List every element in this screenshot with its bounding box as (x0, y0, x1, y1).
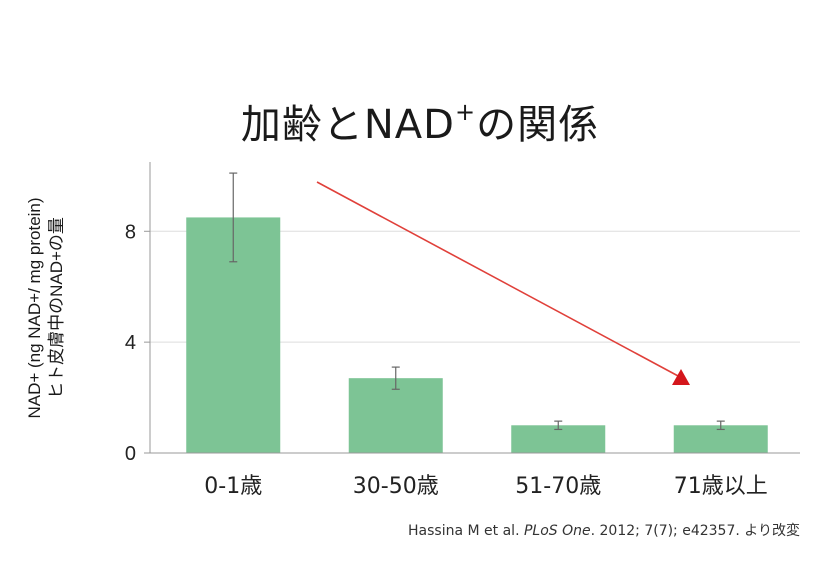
chart-title-main: 加齢とNAD (240, 102, 455, 148)
chart-title-superscript: + (454, 98, 477, 126)
bar-2 (348, 378, 443, 453)
source-caption: Hassina M et al. PLoS One. 2012; 7(7); e… (408, 520, 800, 540)
y-tick-label-4: 4 (125, 332, 136, 354)
x-tick-label-1: 0-1歳 (204, 474, 262, 499)
caption-authors: Hassina M et al. (408, 523, 524, 539)
x-tick-label-4: 71歳以上 (674, 474, 768, 499)
trend-arrow-layer (316, 181, 690, 385)
y-axis-label-line1: NAD+ (ng NAD+/ mg protein) (25, 197, 44, 418)
caption-rest: . 2012; 7(7); e42357. より改変 (590, 523, 800, 539)
axes-layer: 0 4 8 0-1歳 30-50歳 51-70歳 71歳以上 (125, 162, 800, 499)
trend-arrow-head (672, 369, 690, 385)
y-axis-label-group: NAD+ (ng NAD+/ mg protein) ヒト皮膚中のNAD+の量 (25, 197, 66, 418)
y-tick-label-0: 0 (125, 443, 136, 465)
x-tick-label-3: 51-70歳 (515, 474, 601, 499)
bars-layer (186, 172, 768, 453)
y-tick-label-8: 8 (125, 221, 136, 243)
caption-journal: PLoS One (523, 523, 591, 539)
chart-title: 加齢とNAD+の関係 (0, 92, 840, 150)
chart-title-tail: の関係 (476, 102, 600, 148)
x-tick-label-2: 30-50歳 (353, 474, 439, 499)
trend-arrow-line (316, 181, 681, 378)
y-axis-label-line2: ヒト皮膚中のNAD+の量 (47, 217, 66, 399)
